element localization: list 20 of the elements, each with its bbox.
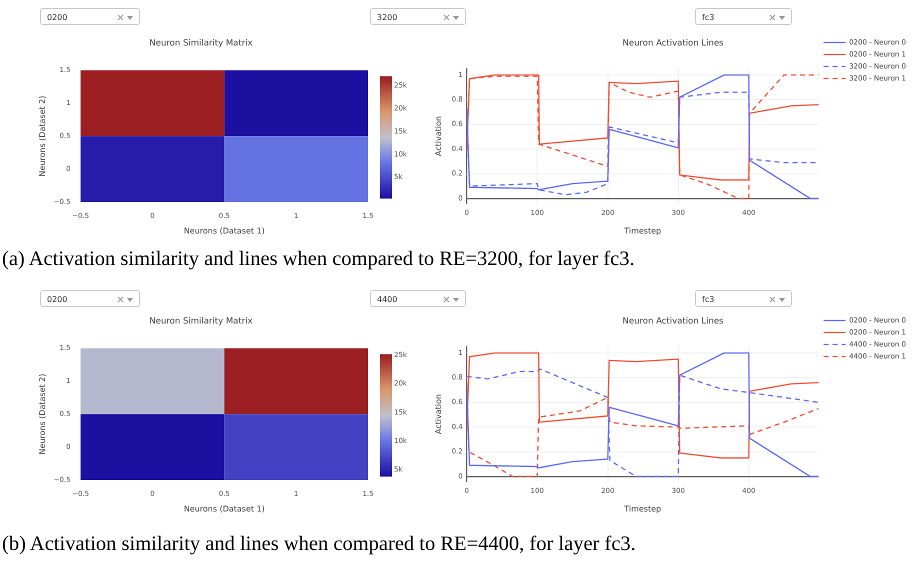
x-axis-title: Neurons (Dataset 1)	[184, 504, 265, 514]
text: (b) Activation similarity and lines when compared to RE=4400, for layer fc3.	[2, 533, 636, 556]
dropdown-field: fc3	[695, 290, 792, 307]
chart-title: Neuron Similarity Matrix	[149, 316, 253, 326]
dropdown-field: 0200	[40, 290, 140, 307]
chart-title: Neuron Similarity Matrix	[149, 38, 253, 48]
y-axis-title: Neurons (Dataset 2)	[38, 374, 47, 455]
chart-title: Neuron Activation Lines	[622, 38, 724, 48]
dropdown-field: 3200	[370, 8, 466, 25]
dropdown-field: fc3	[695, 8, 792, 25]
dropdown-field: 4400	[370, 290, 466, 307]
chart-title: Neuron Activation Lines	[622, 316, 724, 326]
dropdown-field: 0200	[40, 8, 140, 25]
y-axis-title: Activation	[434, 116, 443, 156]
y-axis-title: Activation	[434, 394, 443, 434]
x-axis-title: Neurons (Dataset 1)	[184, 226, 265, 236]
text: (a) Activation similarity and lines when compared to RE=3200, for layer fc3.	[2, 248, 635, 271]
x-axis-title: Timestep	[623, 226, 662, 236]
x-axis-title: Timestep	[623, 504, 662, 514]
y-axis-title: Neurons (Dataset 2)	[38, 96, 47, 177]
